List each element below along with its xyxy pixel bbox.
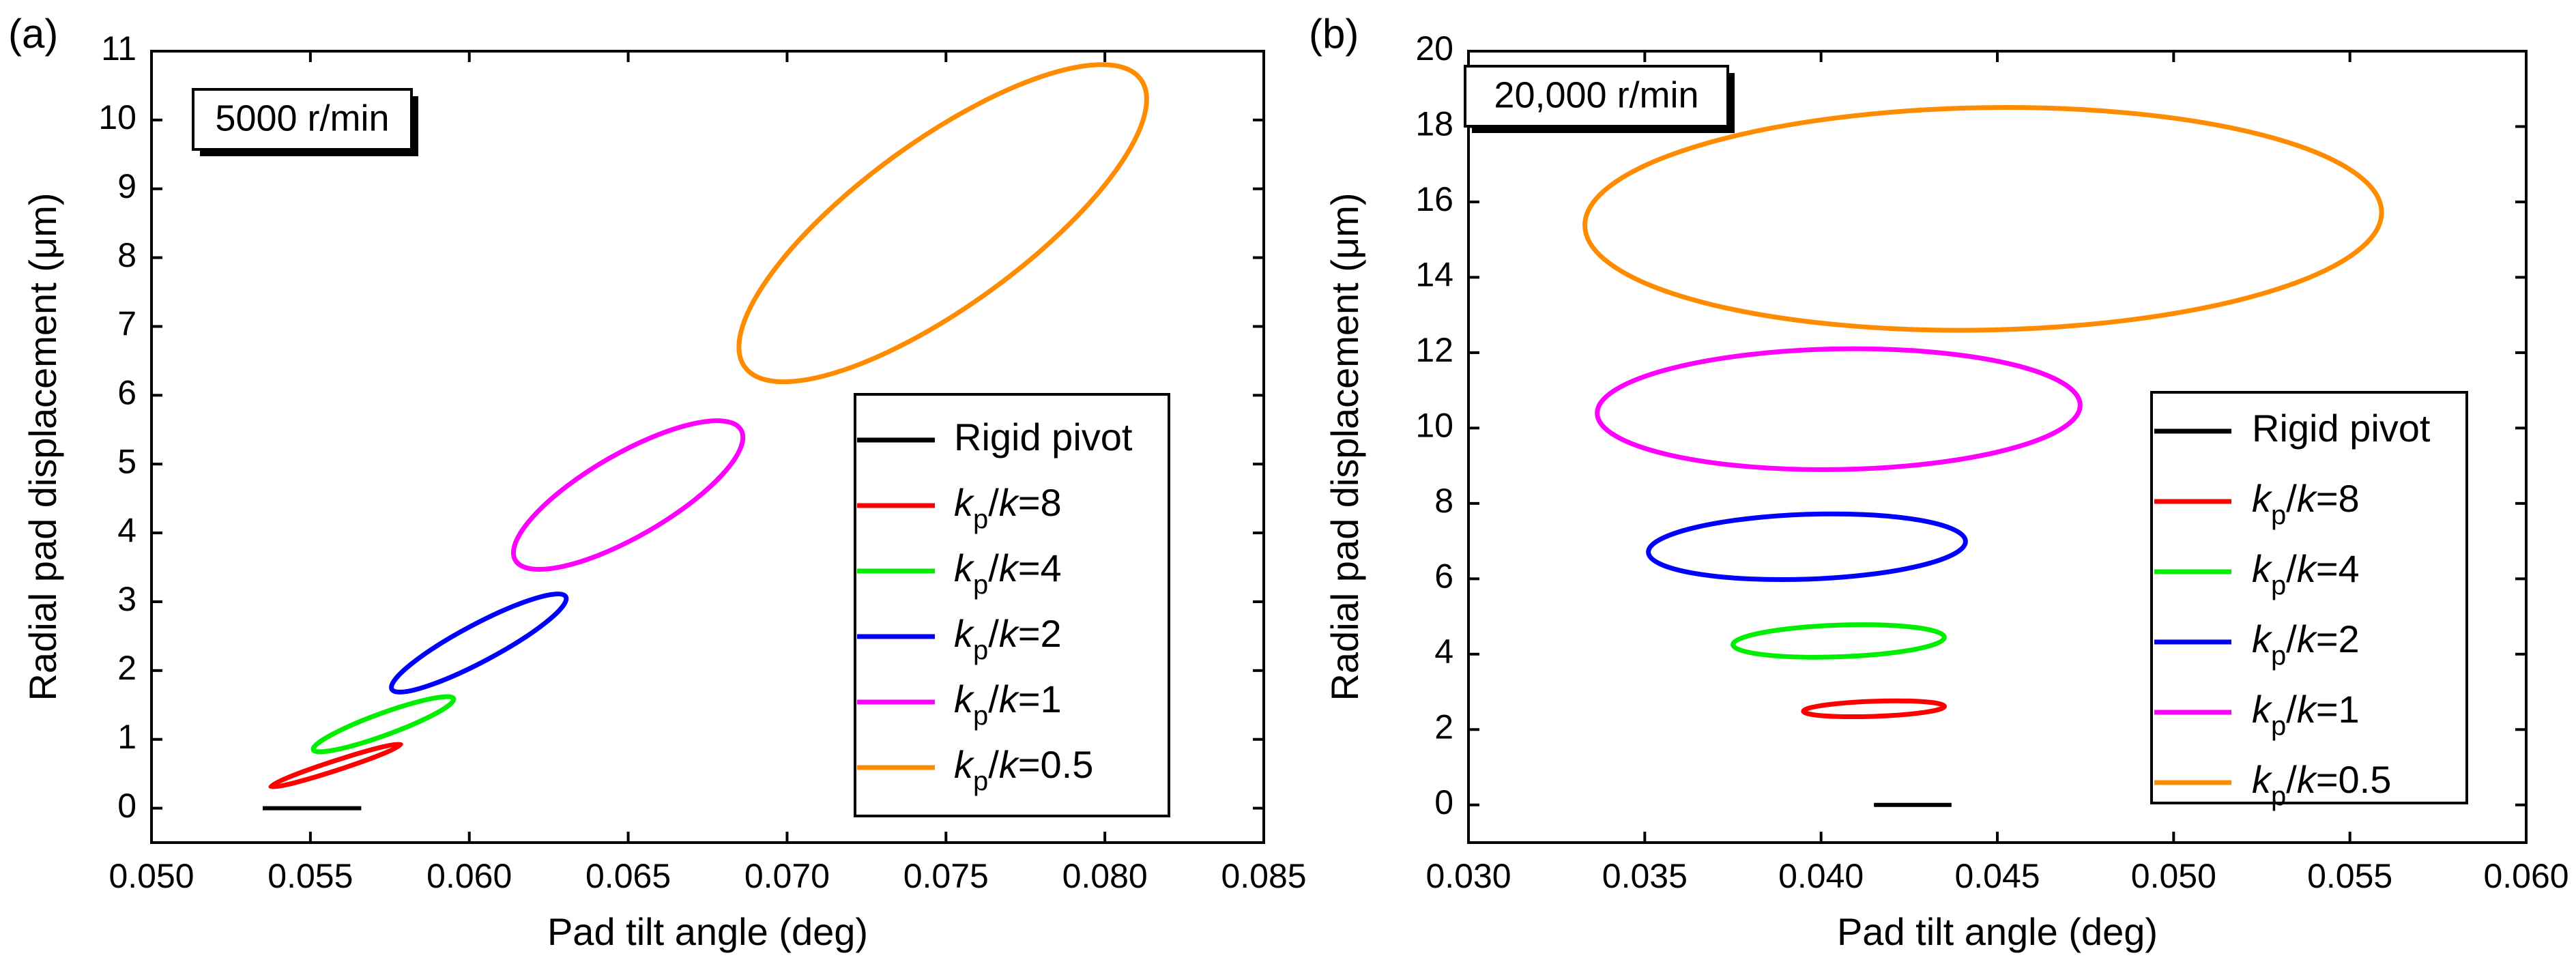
- y-tick-label: 10: [1415, 407, 1453, 445]
- y-tick-label: 0: [117, 787, 136, 825]
- y-tick-label: 6: [1434, 557, 1453, 596]
- x-tick-label: 0.050: [2131, 857, 2216, 895]
- y-tick-label: 0: [1434, 783, 1453, 821]
- series-kp-k-4: [1731, 622, 1947, 660]
- legend-box: [2150, 391, 2468, 804]
- series-kp-k-0-5: [1582, 105, 2384, 333]
- y-tick-label: 10: [98, 98, 136, 136]
- legend-entry: kp/k=0.5: [954, 743, 1093, 796]
- series-kp-k-8: [268, 741, 403, 790]
- series-kp-k-1: [510, 418, 746, 572]
- legend-entry: kp/k=8: [954, 481, 1062, 534]
- legend-entry: kp/k=1: [954, 677, 1062, 731]
- y-tick-label: 14: [1415, 256, 1453, 294]
- y-tick-label: 2: [1434, 708, 1453, 746]
- x-tick-label: 0.070: [744, 857, 830, 895]
- plot-frame: [150, 50, 1265, 844]
- x-tick-label: 0.030: [1426, 857, 1511, 895]
- x-tick-label: 0.075: [903, 857, 989, 895]
- legend-entry: kp/k=0.5: [2252, 758, 2391, 811]
- series-kp-k-2: [389, 592, 569, 695]
- y-tick-label: 5: [117, 442, 136, 480]
- x-axis-label: Pad tilt angle (deg): [547, 910, 868, 953]
- panel-label: (a): [8, 11, 58, 57]
- x-tick-label: 0.040: [1778, 857, 1864, 895]
- speed-label: 20,000 r/min: [1494, 74, 1698, 115]
- y-tick-label: 4: [117, 511, 136, 549]
- legend-entry: kp/k=2: [954, 612, 1062, 665]
- x-tick-label: 0.060: [2483, 857, 2568, 895]
- panel-b: (b) 0.030 0.035 0.040 0.045 0.050 0.055 0.060 0 2…: [1309, 11, 2569, 953]
- x-tick-label: 0.085: [1221, 857, 1306, 895]
- x-tick-label: 0.065: [585, 857, 671, 895]
- series-kp-k-0-5: [736, 62, 1149, 385]
- legend-entry: kp/k=4: [2252, 547, 2360, 600]
- y-tick-label: 4: [1434, 632, 1453, 671]
- legend-entry: kp/k=2: [2252, 617, 2360, 671]
- series-kp-k-1: [1595, 346, 2083, 472]
- y-tick-label: 16: [1415, 180, 1453, 218]
- y-tick-label: 2: [117, 649, 136, 687]
- y-tick-label: 11: [101, 29, 136, 68]
- x-tick-label: 0.055: [267, 857, 353, 895]
- y-tick-label: 3: [117, 580, 136, 618]
- x-axis-label: Pad tilt angle (deg): [1837, 910, 2158, 953]
- x-tick-label: 0.060: [426, 857, 512, 895]
- speed-box: [192, 88, 413, 151]
- y-axis-label: Radial pad displacement (μm): [1323, 192, 1366, 701]
- y-axis-label: Radial pad displacement (μm): [21, 192, 64, 701]
- y-tick-label: 7: [117, 305, 136, 343]
- y-tick-label: 8: [1434, 482, 1453, 520]
- speed-label: 5000 r/min: [215, 98, 389, 138]
- legend-entry: kp/k=1: [2252, 688, 2360, 741]
- x-tick-label: 0.080: [1062, 857, 1148, 895]
- speed-box: [1464, 65, 1729, 128]
- panel-label: (b): [1309, 11, 1359, 57]
- series-kp-k-8: [1801, 698, 1947, 720]
- y-tick-label: 20: [1415, 29, 1453, 68]
- legend-entry: Rigid pivot: [2252, 407, 2431, 450]
- legend-entry: Rigid pivot: [954, 415, 1133, 458]
- legend-entry: kp/k=4: [954, 546, 1062, 600]
- x-tick-label: 0.035: [1602, 857, 1688, 895]
- y-tick-label: 1: [117, 718, 136, 756]
- x-tick-label: 0.055: [2307, 857, 2392, 895]
- series-kp-k-2: [1646, 511, 1968, 583]
- y-tick-label: 8: [117, 236, 136, 274]
- x-tick-label: 0.050: [108, 857, 194, 895]
- x-tick-label: 0.045: [1954, 857, 2040, 895]
- panel-a: (a) 0.050 0.055 0.060 0.065 0.070 0.075 0.080 0.…: [8, 11, 1307, 953]
- series-kp-k-4: [310, 694, 457, 755]
- legend-entry: kp/k=8: [2252, 477, 2360, 530]
- y-tick-label: 12: [1415, 331, 1453, 369]
- y-tick-label: 6: [117, 374, 136, 412]
- y-tick-label: 9: [117, 167, 136, 205]
- legend-box: [854, 393, 1170, 817]
- y-tick-label: 18: [1415, 105, 1453, 143]
